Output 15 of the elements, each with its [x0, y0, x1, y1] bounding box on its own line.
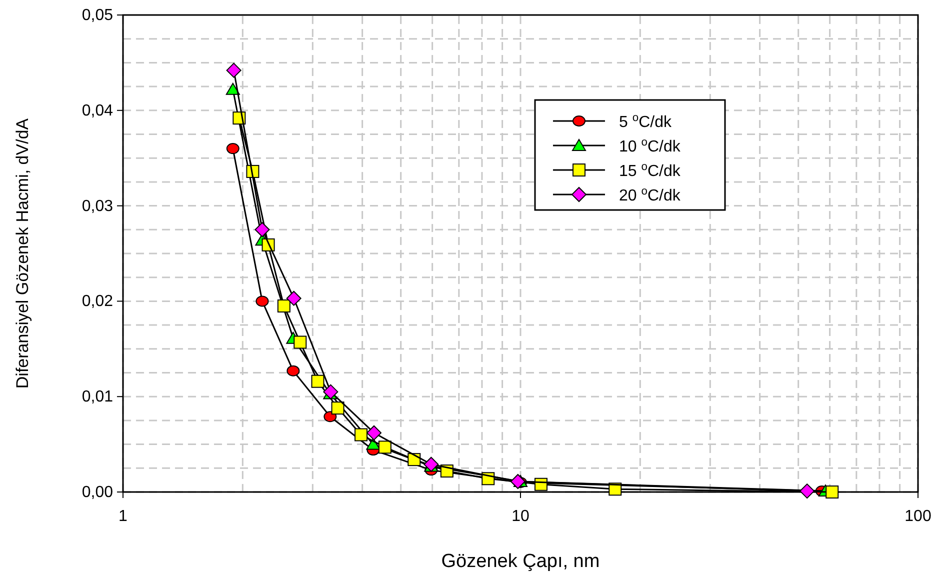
legend-label: 20 $^{o}$C/dk: [619, 186, 682, 204]
y-axis-title: Diferansiyel Gözenek Hacmi, dV/dA: [13, 118, 32, 389]
x-axis-title: Gözenek Çapı, nm: [441, 551, 600, 572]
legend-label: 5 $^{o}$C/dk: [619, 112, 672, 131]
y-tick-label: 0,05: [82, 7, 114, 24]
x-tick-label: 100: [904, 508, 932, 525]
x-tick-label: 10: [512, 508, 530, 525]
y-tick-label: 0,02: [82, 293, 114, 310]
legend-label: 10 $^{o}$C/dk: [619, 136, 682, 156]
x-tick-label: 1: [118, 508, 128, 525]
legend-label: 15 $^{o}$C/dk: [619, 161, 682, 180]
y-tick-label: 0,04: [82, 102, 114, 120]
y-tick-label: 0,03: [82, 198, 114, 215]
y-tick-label: 0,01: [82, 388, 114, 406]
y-tick-label: 0,00: [82, 484, 114, 501]
